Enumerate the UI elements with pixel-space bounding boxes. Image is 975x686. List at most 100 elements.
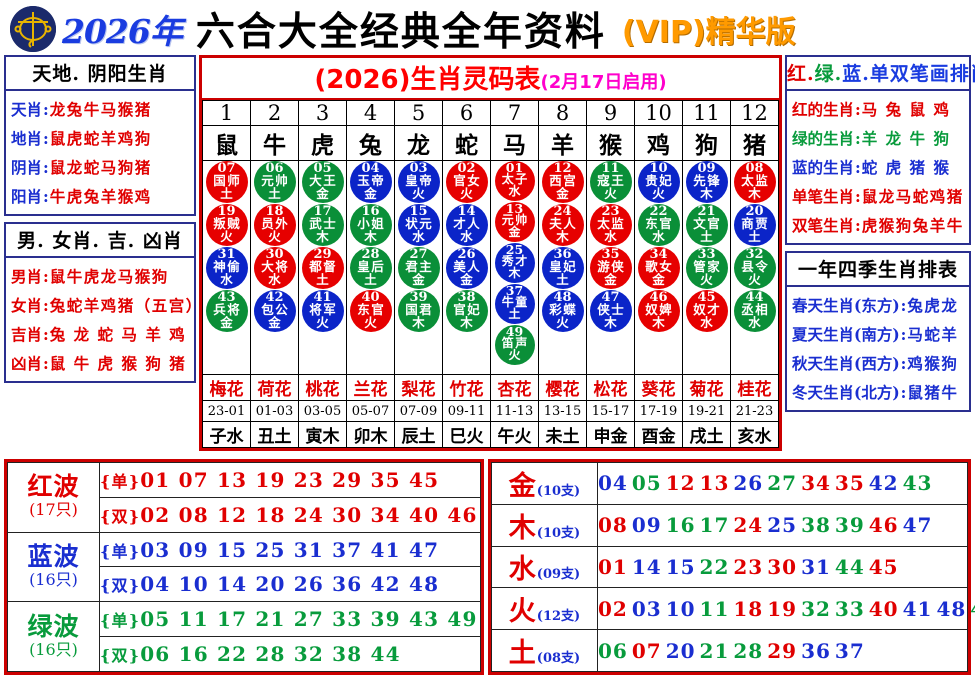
number-ball[interactable]: 24 夫人木 [541, 204, 584, 246]
wuxing-panel: 金(10支) 04 05 12 13 26 27 34 35 42 43 木(10支) 08 09 16 17… [488, 459, 975, 675]
number-ball[interactable]: 19 叛贼火 [205, 204, 248, 246]
number-ball[interactable]: 13 元帅金 [494, 202, 535, 242]
number-ball[interactable]: 04 玉帝金 [349, 161, 392, 203]
wuxing-count: (10支) [536, 525, 581, 541]
tiandi-yinyang-value: 鼠龙蛇马狗猪 [49, 158, 152, 177]
ball-number: 45 [697, 290, 716, 305]
wuxing-numbers[interactable]: 06 07 20 21 28 29 36 37 [597, 629, 968, 672]
ball-element: 火 [604, 186, 617, 201]
wuxing-number: 22 [699, 554, 730, 579]
number-ball[interactable]: 11 寇王火 [589, 161, 632, 203]
wave-even-numbers[interactable]: {双}02 08 12 18 24 30 34 40 46 [99, 496, 481, 533]
number-ball[interactable]: 31 神偷水 [205, 247, 248, 289]
number-ball[interactable]: 46 奴婢木 [637, 290, 680, 332]
number-ball[interactable]: 26 美人金 [445, 247, 488, 289]
number-ball[interactable]: 27 君主金 [397, 247, 440, 289]
wave-odd-numbers[interactable]: {单}01 07 13 19 23 29 35 45 [99, 462, 481, 498]
zodiac-index-cell: 6 [442, 100, 491, 126]
ball-number: 36 [553, 247, 572, 262]
number-ball[interactable]: 25 秀才木 [494, 243, 535, 283]
number-ball[interactable]: 42 包公金 [253, 290, 296, 332]
number-ball[interactable]: 47 侠士木 [589, 290, 632, 332]
wuxing-number: 36 [801, 638, 831, 663]
number-ball[interactable]: 41 将军火 [301, 290, 344, 332]
number-ball[interactable]: 38 官妃木 [445, 290, 488, 332]
number-ball[interactable]: 22 东官水 [637, 204, 680, 246]
ball-element: 木 [460, 315, 473, 330]
number-ball[interactable]: 20 商贾土 [733, 204, 776, 246]
number-ball[interactable]: 37 牛童土 [494, 284, 535, 324]
center-title-sub: (2月17日启用) [540, 72, 667, 93]
number-ball[interactable]: 01 太子水 [494, 161, 535, 201]
number-ball[interactable]: 15 状元水 [397, 204, 440, 246]
ball-title: 笛声 [501, 336, 529, 350]
number-ball[interactable]: 14 才人水 [445, 204, 488, 246]
wave-name: 绿波 [27, 611, 80, 641]
ball-element: 土 [316, 272, 329, 287]
number-ball[interactable]: 35 游侠金 [589, 247, 632, 289]
number-ball[interactable]: 07 国师土 [205, 161, 248, 203]
season-zodiac-separator: : [900, 296, 907, 315]
number-ball[interactable]: 28 皇后土 [349, 247, 392, 289]
number-ball[interactable]: 49 笛声火 [494, 324, 535, 365]
number-ball[interactable]: 45 奴才水 [685, 290, 728, 332]
wuxing-numbers[interactable]: 04 05 12 13 26 27 34 35 42 43 [597, 462, 968, 505]
zodiac-flower-cell: 樱花 [538, 374, 587, 401]
wuxing-number: 17 [699, 513, 730, 538]
number-ball[interactable]: 06 元帅土 [253, 161, 296, 203]
ball-element: 金 [460, 272, 473, 287]
zodiac-time-cell: 23-01 [202, 400, 251, 422]
ball-stack: 09 先锋木 21 文官土 33 管家火 45 奴才水 [683, 161, 730, 374]
ball-element: 火 [268, 229, 281, 244]
number-ball[interactable]: 17 武士木 [301, 204, 344, 246]
number-ball[interactable]: 23 太监水 [589, 204, 632, 246]
wuxing-count: (08支) [536, 651, 581, 667]
ball-number: 19 [217, 204, 236, 219]
number-ball[interactable]: 02 官女火 [445, 161, 488, 203]
wuxing-row: 火(12支)020310111819323340414849 [491, 587, 975, 631]
wuxing-row: 木(10支) 08 09 16 17 24 25 38 39 46 47 [491, 503, 968, 547]
tiandi-yinyang-key: 阴肖 [11, 158, 43, 177]
number-ball[interactable]: 34 歌女金 [637, 247, 680, 289]
season-zodiac-separator: : [900, 383, 907, 402]
wuxing-numbers[interactable]: 020310111819323340414849 [597, 587, 975, 631]
wave-even-numbers[interactable]: {双}04 10 14 20 26 36 42 48 [99, 566, 481, 603]
number-ball[interactable]: 43 兵将金 [205, 290, 248, 332]
wuxing-number: 40 [868, 596, 899, 621]
number-ball[interactable]: 33 管家火 [685, 247, 728, 289]
ball-title: 贵妃 [645, 173, 674, 188]
number-ball[interactable]: 39 国君木 [397, 290, 440, 332]
number-ball[interactable]: 16 小姐木 [349, 204, 392, 246]
number-ball[interactable]: 36 皇妃土 [541, 247, 584, 289]
tiandi-yinyang-row: 地肖: 鼠虎蛇羊鸡狗 [11, 124, 191, 153]
number-ball[interactable]: 44 丞相水 [733, 290, 776, 332]
number-ball[interactable]: 12 西宫金 [541, 161, 584, 203]
zodiac-stem-cell: 丑土 [250, 421, 299, 448]
number-ball[interactable]: 29 都督土 [301, 247, 344, 289]
number-ball[interactable]: 05 大王金 [301, 161, 344, 203]
number-ball[interactable]: 09 先锋木 [685, 161, 728, 203]
zodiac-flower-cell: 桂花 [730, 374, 779, 401]
wave-odd-numbers[interactable]: {单}05 11 17 21 27 33 39 43 49 [99, 601, 481, 638]
ball-title: 游侠 [597, 259, 626, 274]
number-ball[interactable]: 03 皇帝火 [397, 161, 440, 203]
wave-even-numbers[interactable]: {双}06 16 22 28 32 38 44 [99, 636, 481, 672]
number-ball[interactable]: 21 文官土 [685, 204, 728, 246]
number-ball[interactable]: 40 东官火 [349, 290, 392, 332]
wuxing-numbers[interactable]: 01 14 15 22 23 30 31 44 45 [597, 545, 968, 589]
wuxing-row: 金(10支) 04 05 12 13 26 27 34 35 42 43 [491, 462, 968, 505]
ball-element: 火 [364, 315, 377, 330]
number-ball[interactable]: 48 彩蝶火 [541, 290, 584, 332]
number-ball[interactable]: 18 员外火 [253, 204, 296, 246]
number-ball[interactable]: 32 县令火 [733, 247, 776, 289]
ball-element: 水 [220, 272, 233, 287]
wave-odd-numbers[interactable]: {单}03 09 15 25 31 37 41 47 [99, 531, 481, 568]
wuxing-number: 49 [970, 597, 975, 621]
ball-title: 小姐 [357, 216, 386, 231]
wuxing-numbers[interactable]: 08 09 16 17 24 25 38 39 46 47 [597, 503, 968, 547]
zodiac-flower-cell: 荷花 [250, 374, 299, 401]
number-ball[interactable]: 30 大将水 [253, 247, 296, 289]
ball-number: 49 [505, 324, 524, 339]
number-ball[interactable]: 08 太监木 [733, 161, 776, 203]
number-ball[interactable]: 10 贵妃火 [637, 161, 680, 203]
